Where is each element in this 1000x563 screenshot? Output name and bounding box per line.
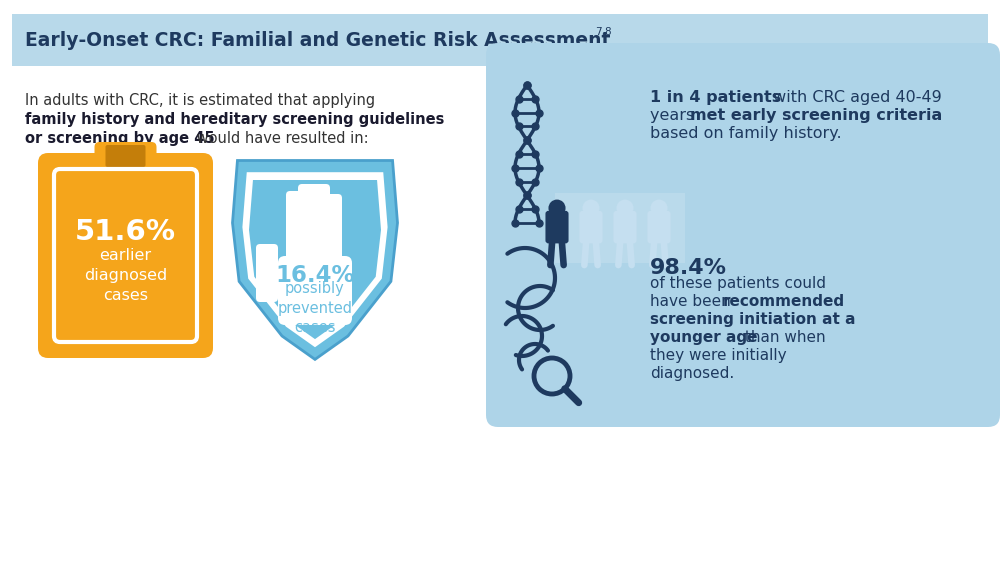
FancyBboxPatch shape (579, 211, 603, 243)
Text: Early-Onset CRC: Familial and Genetic Risk Assessment: Early-Onset CRC: Familial and Genetic Ri… (25, 30, 610, 50)
Text: have been: have been (650, 294, 736, 309)
Polygon shape (249, 180, 381, 339)
Circle shape (582, 199, 600, 217)
Text: recommended: recommended (723, 294, 845, 309)
Text: years: years (650, 108, 699, 123)
FancyBboxPatch shape (38, 153, 213, 358)
FancyBboxPatch shape (322, 194, 342, 267)
Text: younger age: younger age (650, 330, 758, 345)
FancyBboxPatch shape (106, 145, 146, 167)
FancyBboxPatch shape (256, 244, 278, 302)
Text: would have resulted in:: would have resulted in: (192, 131, 369, 146)
FancyBboxPatch shape (286, 191, 306, 267)
Text: 16.4%: 16.4% (275, 265, 355, 288)
FancyBboxPatch shape (278, 256, 352, 325)
Text: 98.4%: 98.4% (650, 258, 727, 278)
Text: In adults with CRC, it is estimated that applying: In adults with CRC, it is estimated that… (25, 93, 375, 108)
Text: than when: than when (740, 330, 826, 345)
Text: 51.6%: 51.6% (75, 218, 176, 247)
FancyBboxPatch shape (486, 43, 1000, 427)
FancyBboxPatch shape (310, 184, 330, 267)
Text: diagnosed.: diagnosed. (650, 366, 734, 381)
Circle shape (650, 199, 668, 217)
Text: based on family history.: based on family history. (650, 126, 842, 141)
Polygon shape (242, 172, 388, 347)
Text: or screening by age 45: or screening by age 45 (25, 131, 215, 146)
Circle shape (548, 199, 566, 217)
Text: of these patients could: of these patients could (650, 276, 826, 291)
Text: 7,8: 7,8 (595, 27, 612, 37)
Text: screening initiation at a: screening initiation at a (650, 312, 856, 327)
Bar (12, 14, 988, 66)
Text: possibly
prevented
cases: possibly prevented cases (278, 281, 352, 336)
Circle shape (616, 199, 634, 217)
Text: family history and hereditary screening guidelines: family history and hereditary screening … (25, 112, 444, 127)
Text: with CRC aged 40-49: with CRC aged 40-49 (768, 90, 942, 105)
Text: 1 in 4 patients: 1 in 4 patients (650, 90, 781, 105)
FancyBboxPatch shape (94, 142, 156, 174)
FancyBboxPatch shape (647, 211, 671, 243)
Text: they were initially: they were initially (650, 348, 787, 363)
FancyBboxPatch shape (545, 211, 569, 243)
Text: met early screening criteria: met early screening criteria (690, 108, 942, 123)
FancyBboxPatch shape (298, 184, 318, 267)
FancyBboxPatch shape (613, 211, 637, 243)
Text: earlier
diagnosed
cases: earlier diagnosed cases (84, 248, 167, 303)
Polygon shape (555, 193, 685, 263)
Polygon shape (232, 160, 398, 359)
